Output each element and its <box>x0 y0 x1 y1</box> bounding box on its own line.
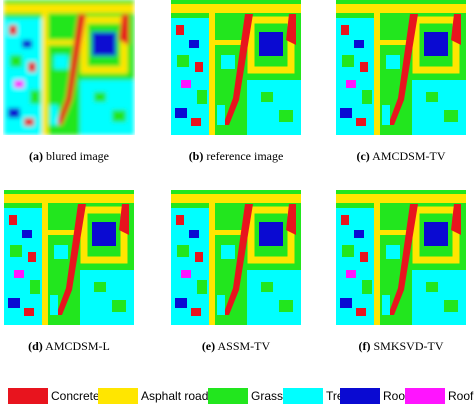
caption-label: (d) <box>28 339 43 353</box>
legend-label: Roof2 <box>448 389 474 403</box>
caption: (e) ASSM-TV <box>161 339 311 354</box>
classification-map <box>4 0 134 135</box>
panel: (c) AMCDSM-TV <box>326 0 474 164</box>
legend-swatch <box>405 388 445 404</box>
map-image <box>170 190 302 325</box>
legend-label: Grass <box>251 389 283 403</box>
caption-label: (a) <box>29 149 43 163</box>
panel: (e) ASSM-TV <box>161 190 311 354</box>
classification-map <box>171 0 301 135</box>
caption-text: reference image <box>206 149 284 163</box>
legend-swatch <box>98 388 138 404</box>
panel: (b) reference image <box>161 0 311 164</box>
caption-text: AMCDSM-TV <box>372 149 446 163</box>
caption: (d) AMCDSM-L <box>0 339 144 354</box>
legend: Concrete roads Asphalt road Grass Tree Roof1… <box>8 388 474 404</box>
legend-swatch <box>340 388 380 404</box>
caption-label: (c) <box>356 149 370 163</box>
caption: (b) reference image <box>161 149 311 164</box>
map-image <box>335 190 467 325</box>
caption-label: (f) <box>358 339 371 353</box>
legend-swatch <box>283 388 323 404</box>
classification-map <box>171 190 301 325</box>
panel: (d) AMCDSM-L <box>0 190 144 354</box>
map-image <box>170 0 302 135</box>
classification-map <box>4 190 134 325</box>
map-image <box>3 0 135 135</box>
caption-text: SMKSVD-TV <box>373 339 444 353</box>
panel: (a) blured image <box>0 0 144 164</box>
caption: (a) blured image <box>0 149 144 164</box>
legend-swatch <box>208 388 248 404</box>
map-image <box>3 190 135 325</box>
caption-text: ASSM-TV <box>217 339 271 353</box>
classification-map <box>336 0 466 135</box>
caption: (c) AMCDSM-TV <box>326 149 474 164</box>
caption-text: AMCDSM-L <box>45 339 110 353</box>
caption-label: (e) <box>201 339 216 353</box>
caption: (f) SMKSVD-TV <box>326 339 474 354</box>
legend-swatch <box>8 388 48 404</box>
legend-label: Asphalt road <box>141 389 208 403</box>
map-image <box>335 0 467 135</box>
caption-label: (b) <box>188 149 204 163</box>
panel: (f) SMKSVD-TV <box>326 190 474 354</box>
caption-text: blured image <box>46 149 109 163</box>
classification-map <box>336 190 466 325</box>
